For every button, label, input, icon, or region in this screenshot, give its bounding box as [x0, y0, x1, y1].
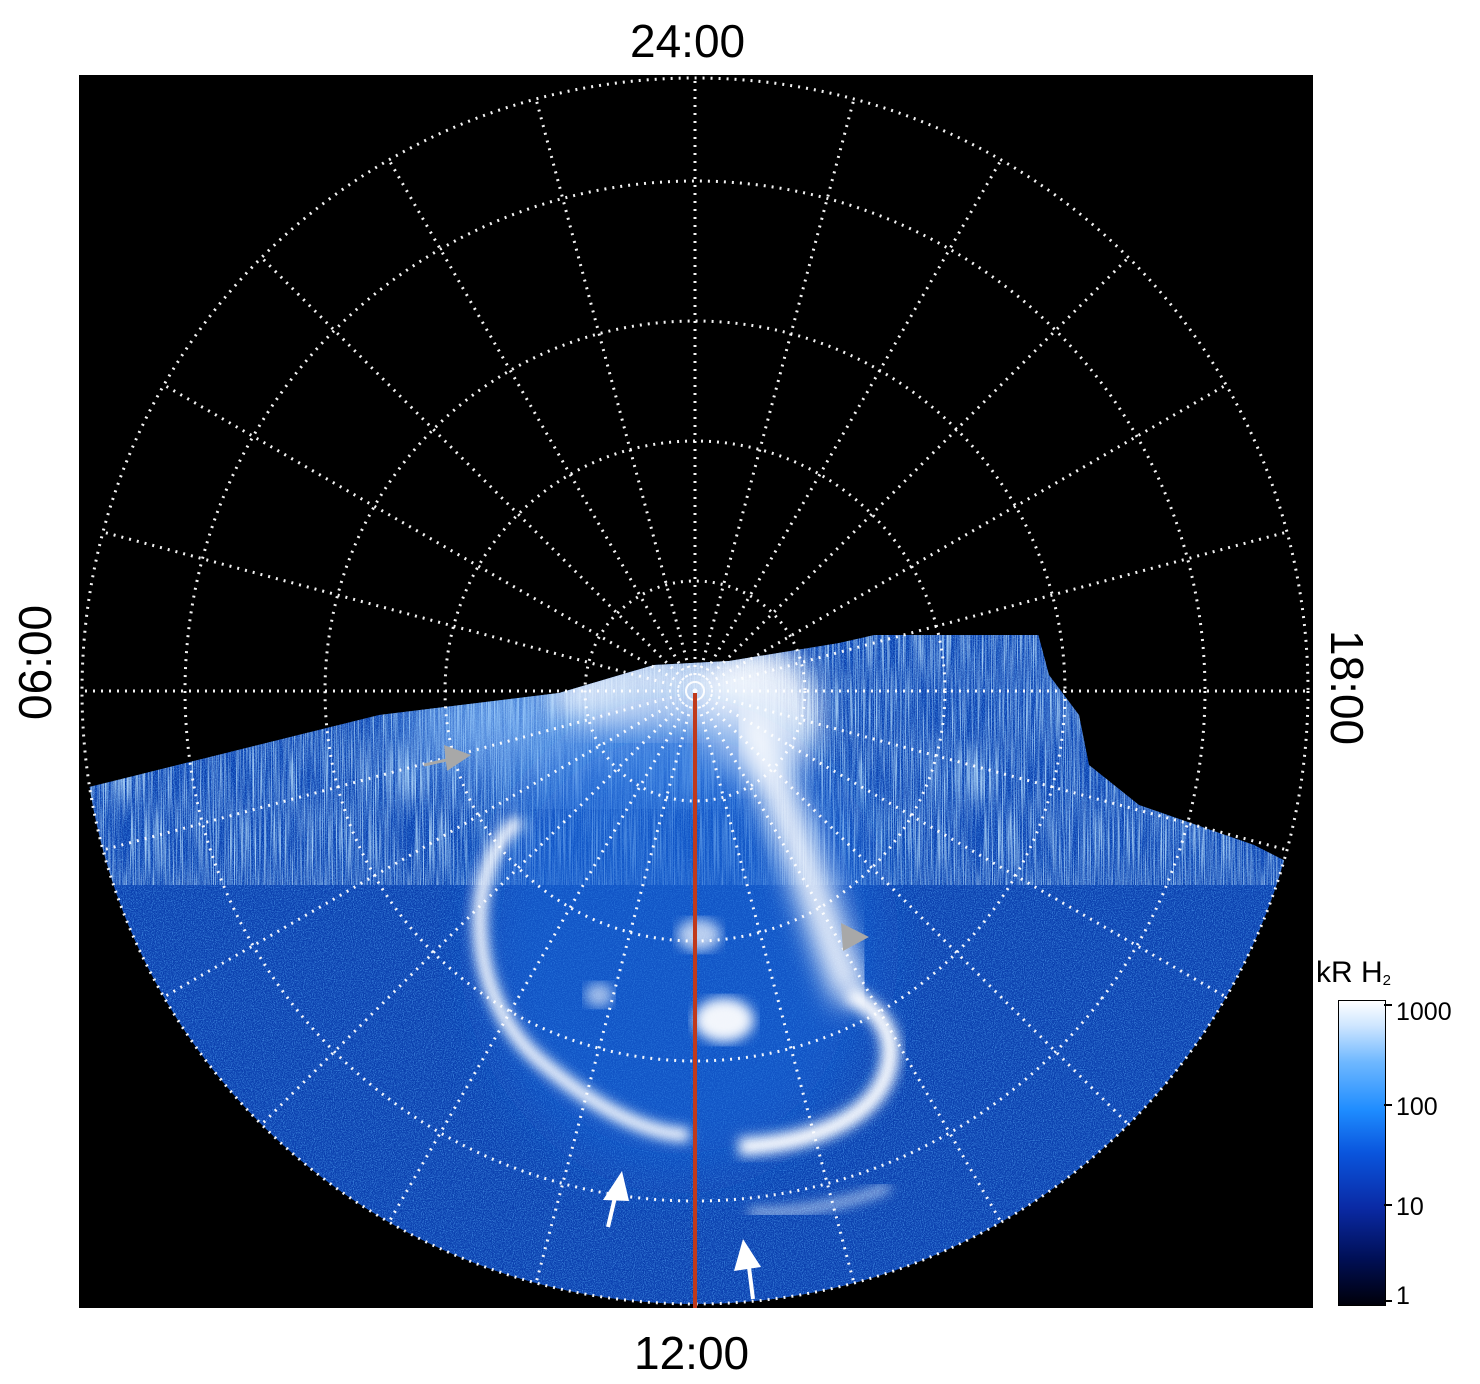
colorbar-tick-label: 1 — [1396, 1282, 1410, 1310]
colorbar-tick-label: 1000 — [1396, 998, 1452, 1026]
colorbar-tick-label: 100 — [1396, 1093, 1438, 1121]
white-arrow-icon — [603, 1171, 629, 1228]
white-arrow-icon — [734, 1239, 761, 1300]
colorbar-tick — [1384, 1300, 1392, 1302]
polar-projection-panel — [79, 75, 1313, 1308]
colorbar-tick — [1384, 1204, 1392, 1206]
colorbar-gradient — [1338, 1000, 1386, 1306]
local-time-label-bottom: 12:00 — [634, 1327, 750, 1379]
colorbar-tick-label: 10 — [1396, 1193, 1424, 1221]
local-time-label-left: 06:00 — [9, 604, 61, 720]
colorbar-tick — [1384, 1004, 1392, 1006]
gray-arrow-icon — [423, 745, 471, 771]
colorbar-title: kR H2 — [1316, 956, 1392, 989]
colorbar: 1000 100 10 1 — [1338, 1000, 1452, 1309]
gray-arrow-icon — [841, 923, 869, 951]
colorbar-tick — [1384, 1104, 1392, 1106]
local-time-label-top: 24:00 — [630, 15, 746, 67]
polar-projection-image — [80, 76, 1310, 1308]
local-time-label-right: 18:00 — [1321, 630, 1373, 746]
